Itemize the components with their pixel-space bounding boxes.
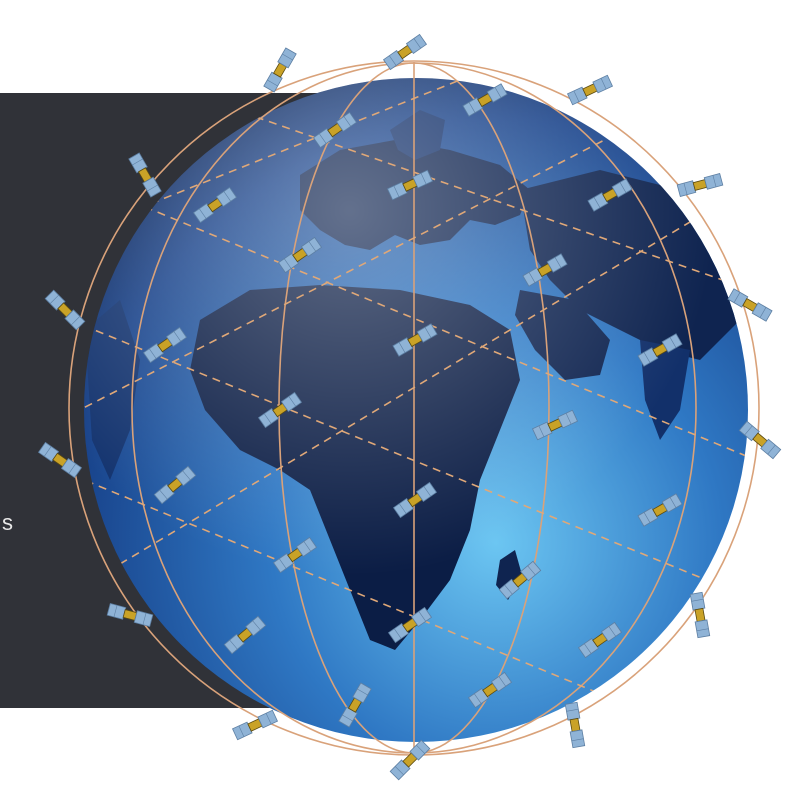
panel-text-fragment: s xyxy=(2,510,13,535)
